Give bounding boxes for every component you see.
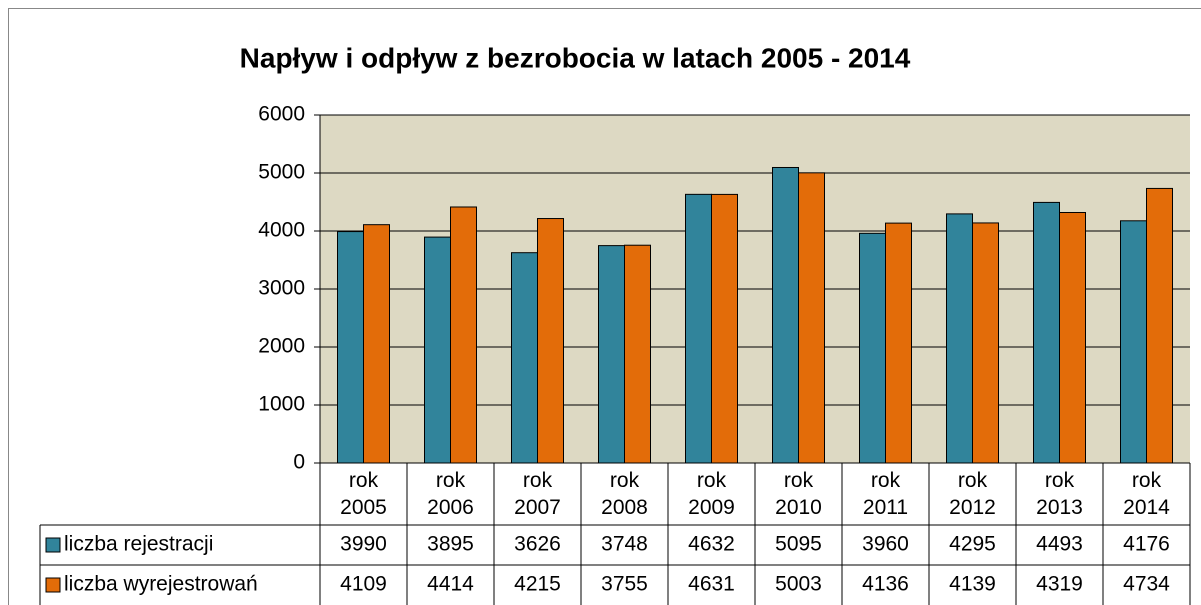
y-tick-label: 4000 (258, 219, 305, 242)
x-tick-label: rok 2008 (601, 469, 648, 519)
bar (711, 193, 738, 464)
y-tick-label: 0 (293, 451, 305, 474)
bar (337, 231, 364, 464)
bar (1146, 187, 1173, 464)
bar (772, 166, 799, 464)
table-value: 4414 (427, 573, 474, 596)
table-value: 4319 (1036, 573, 1083, 596)
bar (946, 213, 973, 464)
x-tick-label: rok 2006 (427, 469, 474, 519)
bar (363, 224, 390, 464)
bar (859, 232, 886, 464)
table-value: 3626 (514, 533, 561, 556)
x-tick-label: rok 2014 (1123, 469, 1170, 519)
legend-label: liczba wyrejestrowań (64, 573, 258, 596)
table-value: 3895 (427, 533, 474, 556)
bar (450, 206, 477, 464)
x-tick-label: rok 2012 (949, 469, 996, 519)
table-value: 3755 (601, 573, 648, 596)
y-tick-label: 6000 (258, 103, 305, 126)
bar (598, 245, 625, 464)
table-value: 3960 (862, 533, 909, 556)
bar (685, 193, 712, 464)
bar (511, 252, 538, 464)
table-value: 4109 (340, 573, 387, 596)
bar (798, 172, 825, 464)
bar (1033, 201, 1060, 464)
chart-title: Napływ i odpływ z bezrobocia w latach 20… (240, 42, 911, 73)
y-tick-label: 3000 (258, 277, 305, 300)
table-value: 4632 (688, 533, 735, 556)
bar (1120, 220, 1147, 464)
bar (537, 218, 564, 464)
bar (1059, 211, 1086, 464)
x-tick-label: rok 2013 (1036, 469, 1083, 519)
y-tick-label: 5000 (258, 161, 305, 184)
legend-label: liczba rejestracji (64, 533, 213, 556)
table-value: 4631 (688, 573, 735, 596)
legend-swatch (45, 537, 61, 553)
table-value: 4136 (862, 573, 909, 596)
x-tick-label: rok 2010 (775, 469, 822, 519)
table-value: 4215 (514, 573, 561, 596)
bar (624, 244, 651, 464)
table-value: 5003 (775, 573, 822, 596)
table-value: 4295 (949, 533, 996, 556)
table-value: 5095 (775, 533, 822, 556)
table-value: 4176 (1123, 533, 1170, 556)
table-value: 4493 (1036, 533, 1083, 556)
table-value: 3748 (601, 533, 648, 556)
x-tick-label: rok 2009 (688, 469, 735, 519)
table-value: 4734 (1123, 573, 1170, 596)
x-tick-label: rok 2007 (514, 469, 561, 519)
table-value: 3990 (340, 533, 387, 556)
table-value: 4139 (949, 573, 996, 596)
y-tick-label: 1000 (258, 393, 305, 416)
bar (972, 222, 999, 464)
x-tick-label: rok 2011 (862, 469, 909, 519)
x-tick-label: rok 2005 (340, 469, 387, 519)
bar (885, 222, 912, 464)
y-tick-label: 2000 (258, 335, 305, 358)
legend-swatch (45, 577, 61, 593)
bar (424, 236, 451, 464)
